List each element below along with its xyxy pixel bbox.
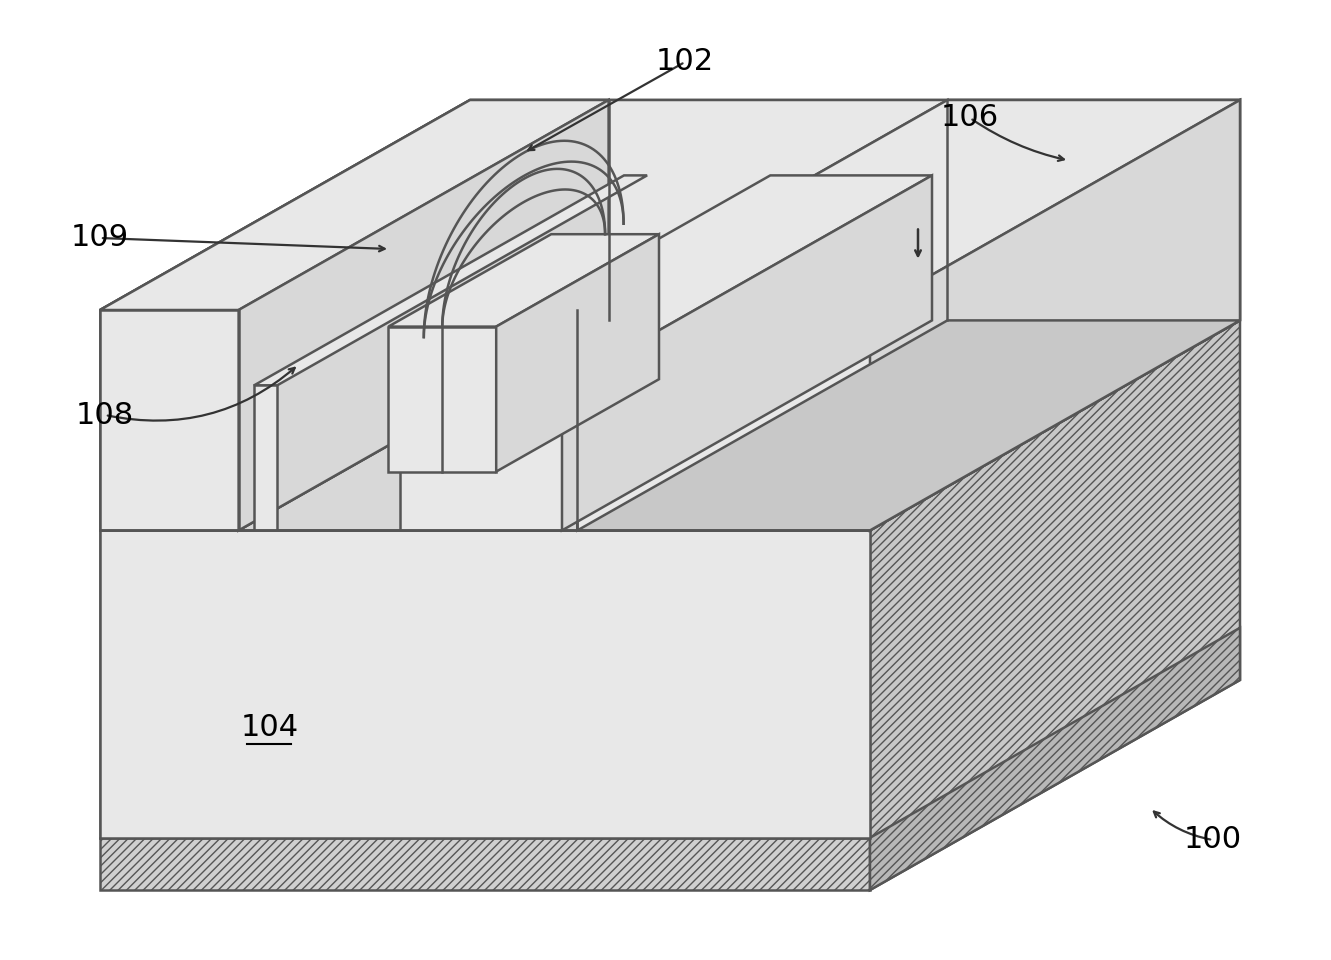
Polygon shape: [254, 176, 647, 385]
Polygon shape: [100, 838, 870, 890]
Text: 102: 102: [656, 47, 713, 77]
Polygon shape: [870, 628, 1240, 890]
Polygon shape: [578, 321, 1240, 530]
Polygon shape: [496, 234, 659, 471]
Polygon shape: [100, 100, 1240, 310]
Polygon shape: [870, 100, 1240, 530]
Polygon shape: [389, 234, 659, 326]
Polygon shape: [870, 100, 1240, 890]
Polygon shape: [238, 100, 608, 530]
Polygon shape: [100, 321, 1240, 530]
Text: 108: 108: [76, 400, 134, 429]
Polygon shape: [401, 385, 562, 530]
Polygon shape: [578, 310, 870, 530]
Text: 106: 106: [941, 104, 1000, 132]
Polygon shape: [254, 385, 277, 530]
Polygon shape: [100, 530, 870, 838]
Polygon shape: [100, 310, 870, 838]
Polygon shape: [238, 100, 608, 530]
Polygon shape: [578, 100, 1240, 310]
Polygon shape: [401, 176, 932, 385]
Text: 104: 104: [241, 713, 298, 742]
Polygon shape: [389, 326, 496, 471]
Polygon shape: [578, 100, 948, 530]
Polygon shape: [100, 100, 1240, 310]
Polygon shape: [100, 310, 238, 530]
Polygon shape: [870, 100, 1240, 530]
Polygon shape: [100, 100, 608, 310]
Polygon shape: [100, 310, 870, 530]
Text: 109: 109: [71, 224, 129, 252]
Polygon shape: [562, 176, 932, 530]
Polygon shape: [238, 321, 948, 530]
Text: 100: 100: [1185, 826, 1242, 854]
